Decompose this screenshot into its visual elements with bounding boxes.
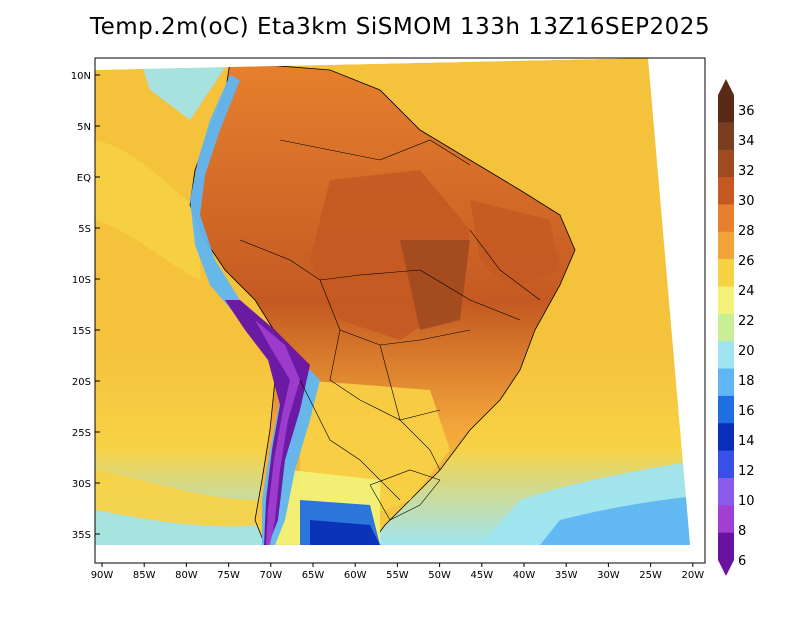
longitude-tick-label: 40W xyxy=(513,570,536,581)
map-field xyxy=(95,58,690,545)
colorbar-swatch xyxy=(718,341,734,370)
colorbar-label: 22 xyxy=(738,314,755,329)
colorbar-swatch xyxy=(718,423,734,452)
colorbar-label: 18 xyxy=(738,374,755,389)
country-borders xyxy=(239,139,541,521)
map-title: Temp.2m(oC) Eta3km SiSMOM 133h 13Z16SEP2… xyxy=(89,14,711,40)
latitude-tick-label: 30S xyxy=(72,479,91,490)
longitude-tick-label: 35W xyxy=(555,570,578,581)
longitude-tick-label: 70W xyxy=(259,570,282,581)
colorbar-swatch xyxy=(718,149,734,178)
colorbar-label: 6 xyxy=(738,554,746,569)
colorbar-swatch xyxy=(718,395,734,424)
latitude-tick-label: 10S xyxy=(72,275,91,286)
latitude-tick-label: 35S xyxy=(72,530,91,541)
colorbar-label: 24 xyxy=(738,284,755,299)
longitude-tick-label: 30W xyxy=(597,570,620,581)
colorbar-label: 14 xyxy=(738,434,755,449)
colorbar-label: 20 xyxy=(738,344,755,359)
colorbar-swatch xyxy=(718,204,734,233)
colorbar-swatch xyxy=(718,532,734,561)
latitude-tick-label: 10N xyxy=(71,71,91,82)
longitude-tick-label: 90W xyxy=(91,570,114,581)
latitude-tick-label: EQ xyxy=(77,173,91,184)
colorbar-swatch xyxy=(718,95,734,123)
colorbar: 36 34 32 30 28 26 24 22 20 18 16 14 12 10 8 6 xyxy=(718,79,755,576)
longitude-tick-label: 80W xyxy=(175,570,198,581)
colorbar-label: 12 xyxy=(738,464,755,479)
colorbar-swatch xyxy=(718,259,734,287)
colorbar-bottom-arrow xyxy=(718,560,734,576)
colorbar-swatch xyxy=(718,450,734,479)
longitude-tick-label: 55W xyxy=(386,570,409,581)
longitude-tick-label: 75W xyxy=(217,570,240,581)
colorbar-swatch xyxy=(718,505,734,534)
colorbar-label: 16 xyxy=(738,404,755,419)
colorbar-swatch xyxy=(718,286,734,315)
colorbar-top-arrow xyxy=(718,79,734,95)
longitude-tick-label: 45W xyxy=(470,570,493,581)
colorbar-label: 30 xyxy=(738,194,755,209)
colorbar-swatch xyxy=(718,368,734,397)
colorbar-swatch xyxy=(718,177,734,205)
colorbar-label: 26 xyxy=(738,254,755,269)
colorbar-label: 36 xyxy=(738,104,755,119)
latitude-tick-label: 20S xyxy=(72,377,91,388)
latitude-tick-label: 25S xyxy=(72,428,91,439)
colorbar-label: 32 xyxy=(738,164,755,179)
colorbar-swatch xyxy=(718,231,734,260)
longitude-tick-label: 60W xyxy=(344,570,367,581)
colorbar-swatch xyxy=(718,122,734,151)
colorbar-swatch xyxy=(718,477,734,506)
longitude-tick-label: 50W xyxy=(428,570,451,581)
map-border xyxy=(94,57,706,564)
latitude-labels: 10N 5N EQ 5S 10S 15S 20S 25S 30S 35S xyxy=(71,71,100,541)
colorbar-swatch xyxy=(718,313,734,342)
colorbar-label: 34 xyxy=(738,134,755,149)
longitude-tick-label: 85W xyxy=(133,570,156,581)
latitude-tick-label: 15S xyxy=(72,326,91,337)
longitude-tick-label: 25W xyxy=(639,570,662,581)
latitude-tick-label: 5N xyxy=(77,122,91,133)
latitude-tick-label: 5S xyxy=(78,224,91,235)
longitude-labels: 90W 85W 80W 75W 70W 65W 60W 55W 50W 45W 40W 35W 30W 2… xyxy=(91,563,704,581)
colorbar-label: 28 xyxy=(738,224,755,239)
longitude-tick-label: 20W xyxy=(681,570,704,581)
colorbar-label: 10 xyxy=(738,494,755,509)
colorbar-label: 8 xyxy=(738,524,746,539)
longitude-tick-label: 65W xyxy=(302,570,325,581)
